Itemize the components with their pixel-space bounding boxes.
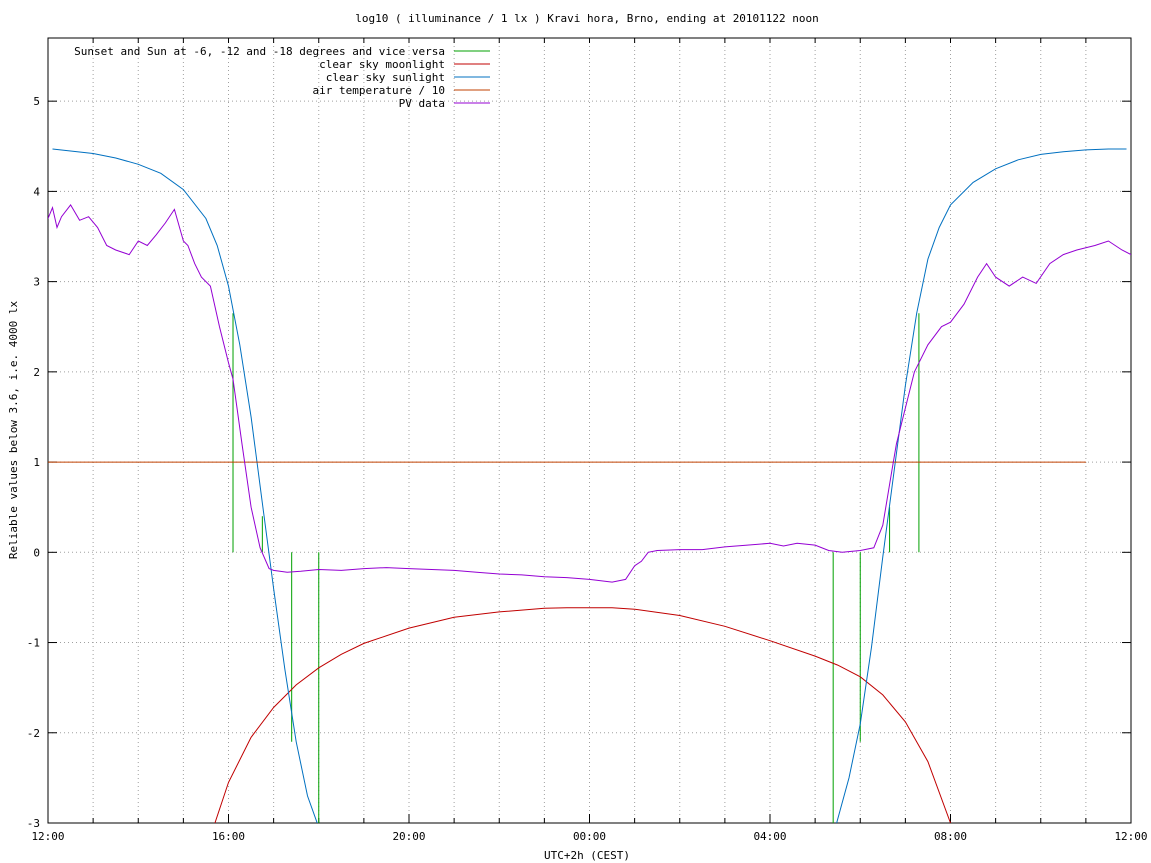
chart-title: log10 ( illuminance / 1 lx ) Kravi hora,… [355,12,819,25]
x-tick-label: 16:00 [212,830,245,843]
y-axis-label: Reliable values below 3.6, i.e. 4000 lx [7,300,20,559]
series-layer [48,148,1131,823]
legend-label: PV data [399,97,445,110]
axes: 12:00 16:00 20:00 00:00 04:00 08:00 12:00-3-2-… [27,37,1148,843]
y-tick-label: 4 [33,185,40,198]
x-tick-label: 12:00 [1114,830,1147,843]
x-axis-label: UTC+2h (CEST) [544,849,630,862]
y-tick-label: -2 [27,727,40,740]
y-tick-label: 5 [33,95,40,108]
y-tick-label: -3 [27,817,40,830]
x-tick-label: 04:00 [753,830,786,843]
x-tick-label: 20:00 [392,830,425,843]
legend-label: clear sky sunlight [326,71,445,84]
legend-label: clear sky moonlight [319,58,445,71]
y-tick-label: 3 [33,276,40,289]
y-tick-label: -1 [27,637,40,650]
y-tick-label: 2 [33,366,40,379]
y-tick-label: 0 [33,546,40,559]
grid-lines [48,38,1131,823]
x-tick-label: 08:00 [934,830,967,843]
x-tick-label: 12:00 [31,830,64,843]
x-tick-label: 00:00 [573,830,606,843]
series-pv-data [48,204,1131,583]
series-clear-sky-sunlight [52,148,1127,823]
series-clear-sky-moonlight [214,607,952,823]
legend-label: air temperature / 10 [313,84,445,97]
y-tick-label: 1 [33,456,40,469]
legend-label: Sunset and Sun at -6, -12 and -18 degree… [74,45,445,58]
legend: Sunset and Sun at -6, -12 and -18 degree… [74,45,490,110]
